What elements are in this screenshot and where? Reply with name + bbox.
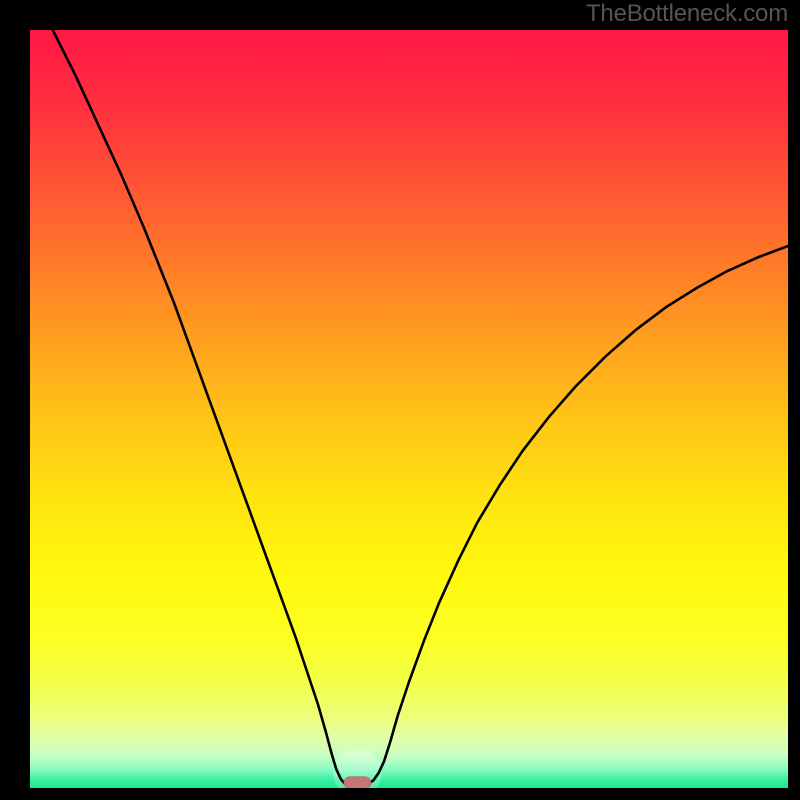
chart-frame: TheBottleneck.com — [0, 0, 800, 800]
gradient-background — [30, 30, 788, 788]
plot-area — [30, 30, 788, 788]
optimal-marker — [344, 777, 371, 788]
watermark-text: TheBottleneck.com — [586, 0, 788, 28]
chart-svg — [30, 30, 788, 788]
